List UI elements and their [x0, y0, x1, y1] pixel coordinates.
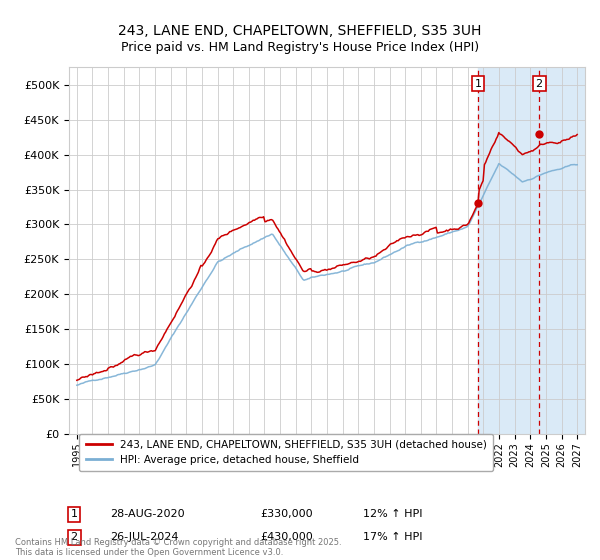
- Text: £430,000: £430,000: [260, 533, 313, 542]
- Text: Price paid vs. HM Land Registry's House Price Index (HPI): Price paid vs. HM Land Registry's House …: [121, 41, 479, 54]
- Text: 1: 1: [71, 510, 77, 520]
- Text: £330,000: £330,000: [260, 510, 313, 520]
- Text: 2: 2: [71, 533, 78, 542]
- Text: 28-AUG-2020: 28-AUG-2020: [110, 510, 185, 520]
- Text: 243, LANE END, CHAPELTOWN, SHEFFIELD, S35 3UH: 243, LANE END, CHAPELTOWN, SHEFFIELD, S3…: [118, 24, 482, 38]
- Text: 17% ↑ HPI: 17% ↑ HPI: [363, 533, 422, 542]
- Text: 12% ↑ HPI: 12% ↑ HPI: [363, 510, 422, 520]
- Text: 26-JUL-2024: 26-JUL-2024: [110, 533, 179, 542]
- Text: 2: 2: [536, 79, 543, 88]
- Text: Contains HM Land Registry data © Crown copyright and database right 2025.
This d: Contains HM Land Registry data © Crown c…: [15, 538, 341, 557]
- Legend: 243, LANE END, CHAPELTOWN, SHEFFIELD, S35 3UH (detached house), HPI: Average pri: 243, LANE END, CHAPELTOWN, SHEFFIELD, S3…: [79, 433, 493, 472]
- Bar: [478, 67, 585, 434]
- Text: 1: 1: [475, 79, 481, 88]
